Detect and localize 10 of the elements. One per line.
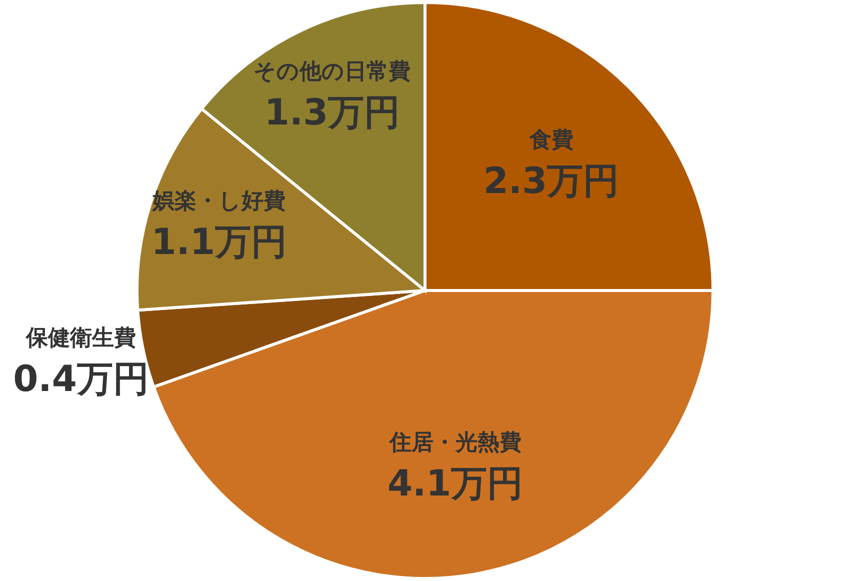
slice-label: その他の日常費 [254, 59, 411, 84]
slice-label: 保健衛生費 [24, 326, 136, 351]
slice-label: 食費 [528, 128, 574, 154]
slice-label: 住居・光熱費 [388, 430, 522, 456]
data-label: 1.1万円 [151, 222, 288, 264]
data-label: 0.4万円 [13, 358, 149, 400]
data-label: 1.3万円 [264, 92, 400, 134]
data-label: 4.1万円 [387, 463, 524, 504]
data-label: 2.3万円 [483, 161, 620, 202]
slice-label: 娯楽・し好費 [152, 189, 286, 214]
